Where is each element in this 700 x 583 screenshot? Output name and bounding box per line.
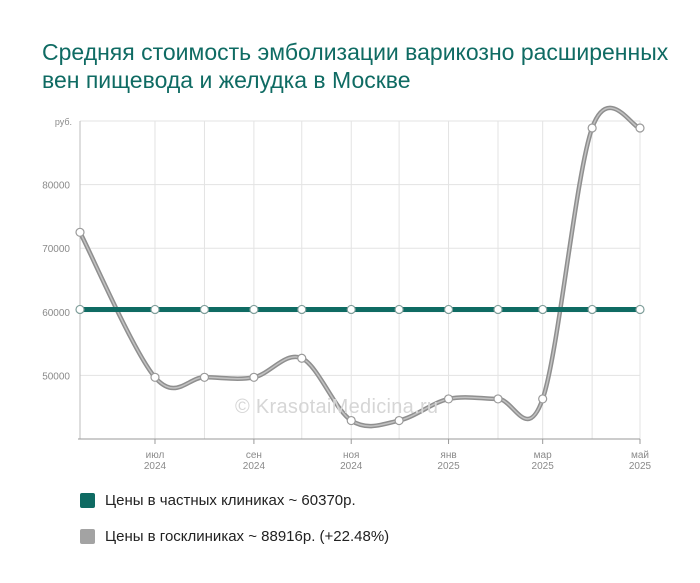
data-point-private xyxy=(538,304,548,315)
x-tick-label-year: 2024 xyxy=(144,461,167,472)
chart-legend: Цены в частных клиниках ~ 60370р. Цены в… xyxy=(80,490,389,546)
data-point-private xyxy=(346,304,356,315)
data-point-public xyxy=(493,394,503,404)
series-line-public-highlight xyxy=(79,107,641,427)
legend-swatch-public xyxy=(80,528,95,544)
y-tick-label: 80000 xyxy=(42,181,70,192)
data-point-private xyxy=(493,304,503,315)
data-point-private xyxy=(75,304,85,315)
data-point-public xyxy=(75,227,85,237)
data-point-private xyxy=(394,304,404,315)
x-tick-label-month: янв xyxy=(440,450,456,461)
data-point-private xyxy=(297,304,307,315)
data-point-public xyxy=(346,415,356,426)
data-point-private xyxy=(150,304,160,315)
x-tick-label-month: июл xyxy=(146,450,165,461)
chart-title: Средняя стоимость эмболизации варикозно … xyxy=(42,39,669,93)
x-tick-label-year: 2025 xyxy=(437,461,460,472)
x-tick-label-year: 2025 xyxy=(629,461,652,472)
data-point-public xyxy=(297,353,307,363)
watermark: © KrasotaiMedicina.ru xyxy=(235,396,439,418)
x-tick-label-month: мар xyxy=(534,450,552,461)
data-point-public xyxy=(538,394,548,404)
data-point-public xyxy=(150,372,160,382)
data-point-public xyxy=(394,415,404,426)
data-point-public xyxy=(443,394,454,404)
x-tick-label-year: 2025 xyxy=(532,461,555,472)
y-tick-label: 50000 xyxy=(42,371,70,382)
legend-label-private: Цены в частных клиниках ~ 60370р. xyxy=(105,491,356,509)
data-point-private xyxy=(199,304,210,315)
x-tick-label-year: 2024 xyxy=(243,461,266,472)
x-tick-label-month: май xyxy=(631,450,649,461)
data-point-public xyxy=(249,372,259,382)
data-point-public xyxy=(635,123,645,133)
legend-swatch-private xyxy=(80,492,95,508)
data-point-private xyxy=(635,304,645,315)
x-tick-label-year: 2024 xyxy=(340,461,363,472)
y-axis-unit-label: руб. xyxy=(55,117,72,127)
data-point-public xyxy=(199,372,210,382)
data-point-private xyxy=(443,304,454,315)
series-line-public xyxy=(77,105,643,429)
data-point-public xyxy=(587,123,597,133)
data-point-private xyxy=(587,304,597,315)
legend-item-private[interactable]: Цены в частных клиниках ~ 60370р. xyxy=(80,490,389,510)
legend-label-public: Цены в госклиниках ~ 88916р. (+22.48%) xyxy=(105,527,390,545)
y-tick-label: 60000 xyxy=(42,308,70,319)
data-point-private xyxy=(249,304,259,315)
y-tick-label: 70000 xyxy=(42,244,70,255)
x-tick-label-month: ноя xyxy=(343,450,360,461)
legend-item-public[interactable]: Цены в госклиниках ~ 88916р. (+22.48%) xyxy=(80,526,389,546)
x-tick-label-month: сен xyxy=(246,450,262,461)
